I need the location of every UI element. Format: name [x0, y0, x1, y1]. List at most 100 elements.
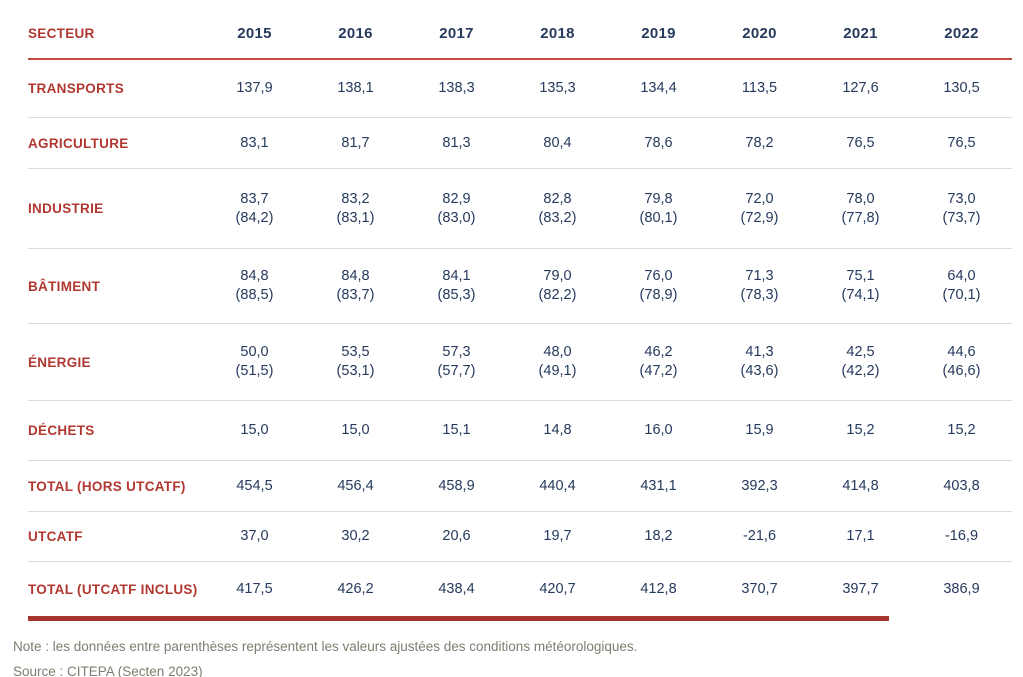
row-label: DÉCHETS — [28, 423, 95, 438]
value-cell: 84,1 (85,3) — [437, 268, 476, 303]
value-cell: 57,3 (57,7) — [437, 344, 476, 379]
row-label: INDUSTRIE — [28, 201, 104, 216]
value-cell: 15,9 — [745, 422, 774, 438]
value-cell: 414,8 — [842, 477, 879, 494]
value-cell: 30,2 — [341, 528, 370, 544]
value-cell: 426,2 — [337, 580, 374, 597]
column-header-year-2016: 2016 — [338, 24, 373, 42]
value-cell: 75,1 (74,1) — [841, 268, 880, 303]
column-header-year-2021: 2021 — [843, 24, 878, 42]
column-header-year-2018: 2018 — [540, 24, 575, 42]
value-cell: 397,7 — [842, 580, 879, 597]
column-header-year-2017: 2017 — [439, 24, 474, 42]
table-row: DÉCHETS 15,0 15,0 15,1 14,8 16,0 15,9 15,2 15,2 — [28, 400, 1012, 460]
value-cell: 83,1 — [240, 134, 269, 151]
value-cell: 53,5 (53,1) — [336, 344, 375, 379]
value-cell: -16,9 — [944, 528, 979, 544]
value-cell: 76,5 — [846, 134, 875, 151]
value-cell: 113,5 — [741, 80, 778, 96]
value-cell: 134,4 — [640, 80, 677, 96]
value-cell: 417,5 — [236, 580, 273, 597]
value-cell: 81,3 — [442, 134, 471, 151]
value-cell: 412,8 — [640, 580, 677, 597]
value-cell: 127,6 — [842, 80, 879, 96]
value-cell: 137,9 — [236, 80, 273, 96]
value-cell: 19,7 — [543, 528, 572, 544]
source-text: Source : CITEPA (Secten 2023) — [13, 664, 203, 677]
value-cell: 46,2 (47,2) — [639, 344, 678, 379]
note-text: Note : les données entre parenthèses rep… — [13, 639, 638, 654]
value-cell: 71,3 (78,3) — [740, 268, 779, 303]
value-cell: 72,0 (72,9) — [740, 190, 779, 226]
value-cell: 370,7 — [741, 580, 778, 597]
emissions-table: SECTEUR 2015 2016 2017 2018 2019 2020 20… — [28, 8, 1012, 621]
value-cell: 78,2 — [745, 134, 774, 151]
bottom-rule — [28, 616, 889, 621]
value-cell: 15,0 — [341, 422, 370, 438]
row-label: TOTAL (UTCATF INCLUS) — [28, 581, 198, 597]
value-cell: 386,9 — [943, 580, 980, 597]
value-cell: 15,2 — [846, 422, 875, 438]
column-header-year-2015: 2015 — [237, 24, 272, 42]
value-cell: 420,7 — [539, 580, 576, 597]
value-cell: 84,8 (88,5) — [235, 268, 274, 303]
value-cell: 14,8 — [543, 422, 572, 438]
table-row: ÉNERGIE 50,0 (51,5) 53,5 (53,1) 57,3 (57,7) 48,… — [28, 323, 1012, 400]
table-header-row: SECTEUR 2015 2016 2017 2018 2019 2020 20… — [28, 8, 1012, 60]
value-cell: 15,2 — [947, 422, 976, 438]
row-label: TOTAL (HORS UTCATF) — [28, 478, 186, 494]
value-cell: 78,0 (77,8) — [841, 190, 880, 226]
column-header-secteur: SECTEUR — [28, 25, 95, 41]
value-cell: 50,0 (51,5) — [235, 344, 274, 379]
value-cell: 458,9 — [438, 477, 475, 494]
row-label: UTCATF — [28, 529, 83, 544]
value-cell: 16,0 — [644, 422, 673, 438]
value-cell: 15,0 — [240, 422, 269, 438]
value-cell: 431,1 — [640, 477, 677, 494]
row-label: TRANSPORTS — [28, 81, 125, 96]
row-label: AGRICULTURE — [28, 135, 129, 151]
value-cell: 438,4 — [438, 580, 475, 597]
value-cell: 44,6 (46,6) — [942, 344, 981, 379]
row-label: ÉNERGIE — [28, 354, 91, 370]
table-row: TOTAL (HORS UTCATF) 454,5 456,4 458,9 440,4 4… — [28, 460, 1012, 511]
value-cell: 83,7 (84,2) — [235, 190, 274, 226]
table-body: TRANSPORTS 137,9 138,1 138,3 135,3 134,4 113,5… — [28, 60, 1012, 616]
table-row: TRANSPORTS 137,9 138,1 138,3 135,3 134,4 113,5… — [28, 60, 1012, 117]
value-cell: 83,2 (83,1) — [336, 190, 375, 226]
table-row: INDUSTRIE 83,7 (84,2) 83,2 (83,1) 82,9 (83,0) 8… — [28, 168, 1012, 248]
value-cell: 135,3 — [539, 80, 576, 96]
value-cell: 73,0 (73,7) — [942, 190, 981, 226]
value-cell: 82,9 (83,0) — [437, 190, 476, 226]
value-cell: 42,5 (42,2) — [841, 344, 880, 379]
table-row: AGRICULTURE 83,1 81,7 81,3 80,4 78,6 78,2 76,5 7… — [28, 117, 1012, 168]
value-cell: 20,6 — [442, 528, 471, 544]
value-cell: 15,1 — [442, 422, 471, 438]
value-cell: 82,8 (83,2) — [538, 190, 577, 226]
value-cell: 456,4 — [337, 477, 374, 494]
value-cell: 41,3 (43,6) — [740, 344, 779, 379]
value-cell: -21,6 — [742, 528, 777, 544]
value-cell: 37,0 — [240, 528, 269, 544]
row-label: BÂTIMENT — [28, 278, 101, 294]
table-row: UTCATF 37,0 30,2 20,6 19,7 18,2 -21,6 17,1 -16,9 — [28, 511, 1012, 561]
table-row: BÂTIMENT 84,8 (88,5) 84,8 (83,7) 84,1 (85,3) 79… — [28, 248, 1012, 323]
column-header-year-2022: 2022 — [944, 24, 979, 42]
value-cell: 76,0 (78,9) — [639, 268, 678, 303]
value-cell: 18,2 — [644, 528, 673, 544]
column-header-year-2019: 2019 — [641, 24, 676, 42]
value-cell: 48,0 (49,1) — [538, 344, 577, 379]
value-cell: 81,7 — [341, 134, 370, 151]
value-cell: 64,0 (70,1) — [942, 268, 981, 303]
value-cell: 392,3 — [741, 477, 778, 494]
value-cell: 440,4 — [539, 477, 576, 494]
value-cell: 138,1 — [337, 80, 374, 96]
value-cell: 76,5 — [947, 134, 976, 151]
value-cell: 79,8 (80,1) — [639, 190, 678, 226]
value-cell: 403,8 — [943, 477, 980, 494]
value-cell: 80,4 — [543, 134, 572, 151]
table-row: TOTAL (UTCATF INCLUS) 417,5 426,2 438,4 420,… — [28, 561, 1012, 616]
value-cell: 138,3 — [438, 80, 475, 96]
column-header-year-2020: 2020 — [742, 24, 777, 42]
